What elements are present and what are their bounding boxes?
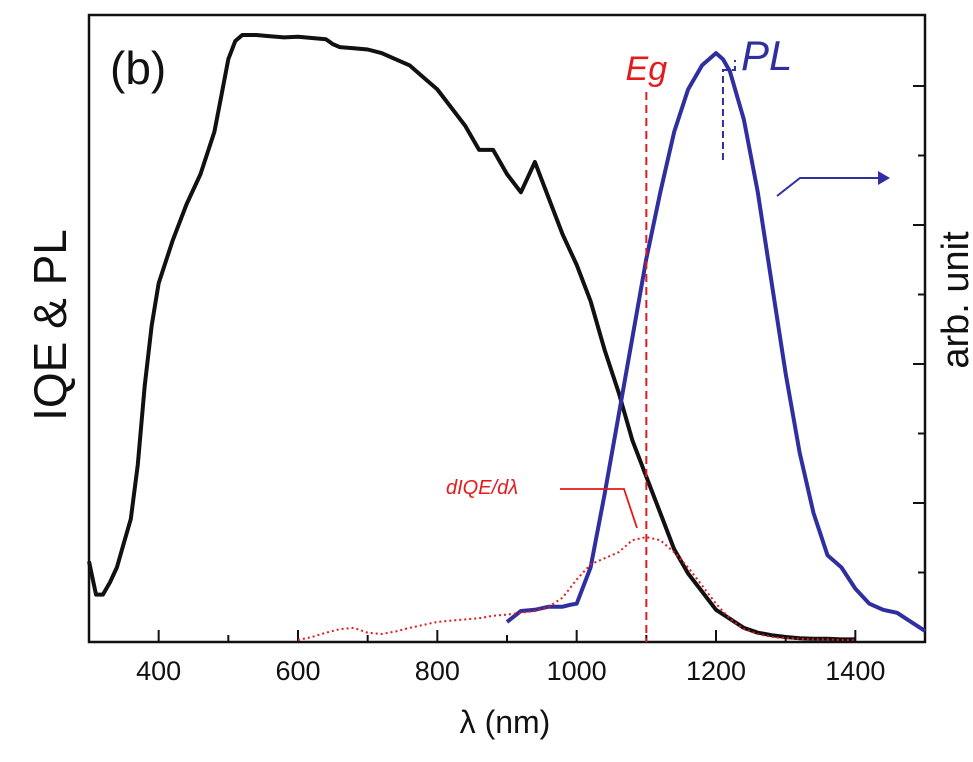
series-iqe: [87, 33, 856, 642]
y-axis-left-label: IQE & PL: [24, 229, 76, 421]
right-ticks: [913, 85, 925, 574]
diqe-label: dIQE/dλ: [446, 477, 518, 499]
x-axis-label: λ (nm): [460, 704, 551, 740]
eg-label: Eg: [626, 50, 668, 88]
series-pl: [505, 51, 927, 633]
x-tick-label-600: 600: [275, 656, 320, 686]
series-layer: [87, 33, 927, 642]
x-tick-label-400: 400: [136, 656, 181, 686]
x-ticks: 400 600 800 1000 1200 1400: [88, 630, 926, 686]
x-tick-label-1400: 1400: [825, 656, 885, 686]
panel-label: (b): [110, 42, 166, 94]
y-axis-right-label: arb. unit: [935, 231, 973, 369]
x-tick-label-800: 800: [415, 656, 460, 686]
pl-label: PL: [741, 32, 792, 79]
right-axis-arrow: [776, 171, 890, 197]
series-diqed: [297, 536, 856, 641]
x-tick-label-1200: 1200: [686, 656, 746, 686]
pl-peak-marker: [721, 60, 736, 160]
plot-frame: [87, 13, 927, 644]
diqe-leader-line: [560, 488, 638, 529]
x-tick-label-1000: 1000: [547, 656, 607, 686]
